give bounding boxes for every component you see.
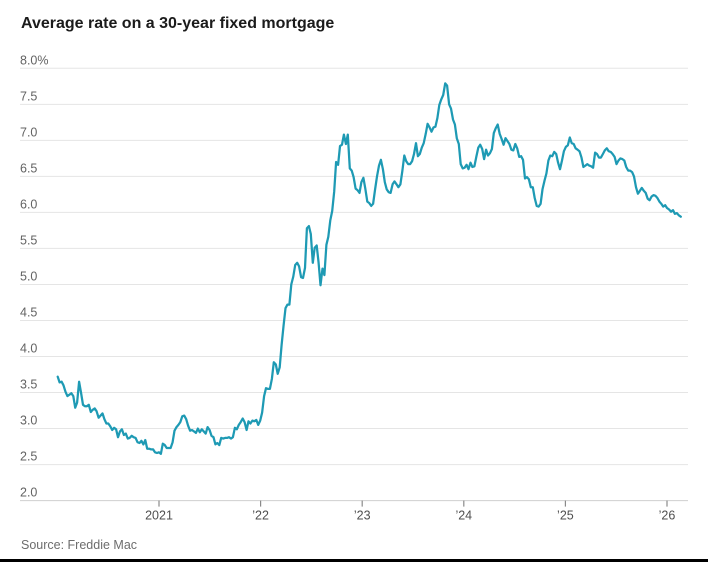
y-axis-label: 3.5 <box>20 378 37 392</box>
y-axis-label: 6.0 <box>20 197 37 211</box>
y-axis-label: 2.5 <box>20 450 37 464</box>
y-axis-label: 7.5 <box>20 89 37 103</box>
y-axis-label: 5.5 <box>20 233 37 247</box>
y-axis-label: 4.5 <box>20 305 37 319</box>
chart-title: Average rate on a 30-year fixed mortgage <box>21 15 335 32</box>
y-axis-label: 5.0 <box>20 269 37 283</box>
y-axis-label: 2.0 <box>20 486 37 500</box>
rate-line <box>56 82 682 455</box>
y-axis-label: 8.0% <box>20 53 49 67</box>
x-axis-label: ’26 <box>659 509 676 523</box>
y-axis-label: 4.0 <box>20 342 37 356</box>
x-axis-label: ’23 <box>354 509 371 523</box>
x-axis-label: ’22 <box>252 509 269 523</box>
x-axis-label: 2021 <box>145 509 173 523</box>
source-note: Source: Freddie Mac <box>21 538 138 552</box>
y-axis-label: 3.0 <box>20 414 37 428</box>
mortgage-rate-chart: 8.0% 7.5 7.0 6.5 6.0 5.5 5.0 4.5 4.0 3.5 3.0 2.5 2.0… <box>20 53 688 523</box>
x-axis-label: ’24 <box>455 509 472 523</box>
bottom-border <box>0 559 708 562</box>
x-axis-label: ’25 <box>557 509 574 523</box>
y-axis-label: 7.0 <box>20 125 37 139</box>
y-axis-label: 6.5 <box>20 161 37 175</box>
